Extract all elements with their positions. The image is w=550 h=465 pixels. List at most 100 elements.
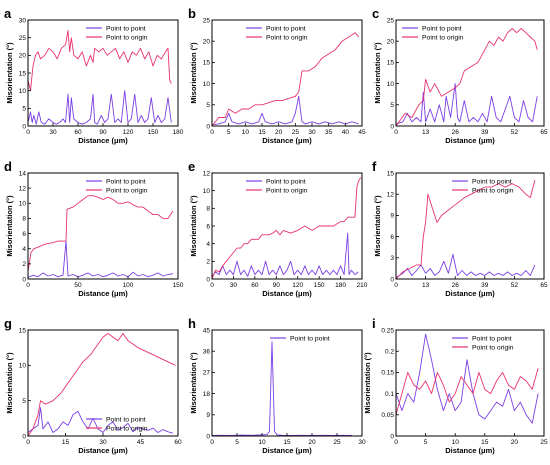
- plot-frame: [395, 19, 545, 127]
- x-tick-label: 0: [210, 129, 214, 136]
- y-tick-label: 25: [203, 17, 211, 24]
- y-tick-label: 36: [203, 349, 211, 356]
- series-line-point-to-point: [27, 407, 174, 434]
- x-tick-label: 0: [26, 129, 30, 136]
- legend-label: Point to point: [422, 25, 462, 32]
- x-axis-label: Distance (μm): [262, 136, 312, 145]
- x-tick-label: 150: [148, 129, 159, 136]
- x-tick-label: 15: [283, 439, 291, 446]
- panel-c: c 0 13 26 39 52 65 0 5 10 15 20 25 Distance (μm) Misor…: [372, 6, 548, 145]
- y-tick-label: 6: [22, 231, 26, 238]
- y-tick-label: 0: [206, 123, 210, 130]
- y-tick-label: 8: [206, 206, 210, 213]
- legend-label: Point to point: [266, 178, 306, 185]
- series-line-point-to-origin: [211, 32, 360, 127]
- x-tick-label: 20: [511, 439, 519, 446]
- x-tick-label: 5: [227, 129, 231, 136]
- series-line-point-to-point: [27, 240, 174, 278]
- x-axis-label: Distance (μm): [262, 289, 312, 298]
- y-tick-label: 0: [22, 433, 26, 440]
- y-tick-label: 5: [22, 106, 26, 113]
- legend-label: Point to point: [266, 25, 306, 32]
- x-tick-label: 150: [314, 282, 325, 289]
- y-tick-label: 12: [387, 192, 395, 199]
- series-line-point-to-origin: [211, 177, 362, 280]
- x-tick-label: 120: [123, 129, 134, 136]
- y-tick-label: 25: [19, 35, 27, 42]
- plot-frame: [211, 329, 363, 437]
- series-line-point-to-point: [211, 95, 359, 126]
- y-tick-label: 10: [19, 363, 27, 370]
- x-tick-label: 45: [137, 439, 145, 446]
- y-tick-label: 30: [19, 17, 27, 24]
- y-axis-label: Misorientation (°): [373, 42, 382, 104]
- legend-label: Point to point: [106, 25, 146, 32]
- x-tick-label: 0: [210, 439, 214, 446]
- x-tick-label: 0: [394, 282, 398, 289]
- series-line-point-to-origin: [395, 179, 536, 280]
- y-tick-label: 5: [206, 102, 210, 109]
- y-tick-label: 8: [22, 216, 26, 223]
- x-tick-label: 52: [511, 282, 519, 289]
- x-tick-label: 0: [210, 282, 214, 289]
- x-tick-label: 30: [308, 129, 316, 136]
- y-tick-label: 10: [19, 88, 27, 95]
- x-tick-label: 20: [275, 129, 283, 136]
- panel-letter: b: [188, 6, 196, 21]
- y-tick-label: 2: [206, 259, 210, 266]
- legend-label: Point to origin: [106, 425, 148, 432]
- panel-d: d 0 50 100 150 0 2 4 6 8 10 12 14 Distance (μm) Misori…: [4, 159, 184, 298]
- x-tick-label: 30: [358, 439, 366, 446]
- x-tick-label: 26: [452, 282, 460, 289]
- x-tick-label: 35: [325, 129, 333, 136]
- legend: Point to point Point to origin: [246, 178, 308, 194]
- legend-label: Point to point: [106, 178, 146, 185]
- y-tick-label: 0: [390, 276, 394, 283]
- panel-letter: i: [372, 316, 376, 331]
- series-line-point-to-point: [395, 83, 538, 125]
- y-axis-label: Misorientation (°): [363, 352, 372, 414]
- y-tick-label: 15: [19, 70, 27, 77]
- plot-frame: [27, 329, 179, 437]
- y-tick-label: 18: [203, 391, 211, 398]
- y-tick-label: 2: [22, 261, 26, 268]
- y-tick-label: 0: [390, 433, 394, 440]
- x-tick-label: 65: [540, 282, 548, 289]
- panel-letter: a: [4, 6, 12, 21]
- series-line-point-to-origin: [27, 195, 174, 272]
- x-tick-label: 120: [292, 282, 303, 289]
- y-tick-label: 0.15: [381, 370, 394, 377]
- x-axis-label: Distance (μm): [445, 446, 495, 455]
- x-axis-label: Distance (μm): [445, 289, 495, 298]
- x-axis-label: Distance (μm): [262, 446, 312, 455]
- x-tick-label: 52: [511, 129, 519, 136]
- plot-frame: [27, 19, 179, 127]
- x-tick-label: 0: [394, 129, 398, 136]
- series-line-point-to-point: [211, 232, 359, 277]
- y-tick-label: 4: [206, 241, 210, 248]
- y-tick-label: 5: [390, 102, 394, 109]
- x-tick-label: 180: [335, 282, 346, 289]
- x-axis-label: Distance (μm): [78, 289, 128, 298]
- legend-label: Point to origin: [422, 34, 464, 41]
- series-line-point-to-point: [211, 341, 353, 436]
- plot-frame: [395, 329, 545, 437]
- panel-letter: d: [4, 159, 12, 174]
- x-tick-label: 15: [62, 439, 70, 446]
- y-tick-label: 0: [206, 276, 210, 283]
- x-tick-label: 39: [481, 282, 489, 289]
- y-tick-label: 0.1: [385, 391, 394, 398]
- x-tick-label: 20: [308, 439, 316, 446]
- y-tick-label: 6: [390, 234, 394, 241]
- y-tick-label: 9: [206, 412, 210, 419]
- x-tick-label: 100: [123, 282, 134, 289]
- x-tick-label: 90: [273, 282, 281, 289]
- legend-label: Point to origin: [472, 187, 514, 194]
- y-axis-label: Misorientation (°): [189, 352, 198, 414]
- panel-letter: c: [372, 6, 379, 21]
- legend-label: Point to origin: [106, 34, 148, 41]
- y-tick-label: 15: [203, 60, 211, 67]
- x-tick-label: 60: [74, 129, 82, 136]
- plot-frame: [395, 172, 545, 280]
